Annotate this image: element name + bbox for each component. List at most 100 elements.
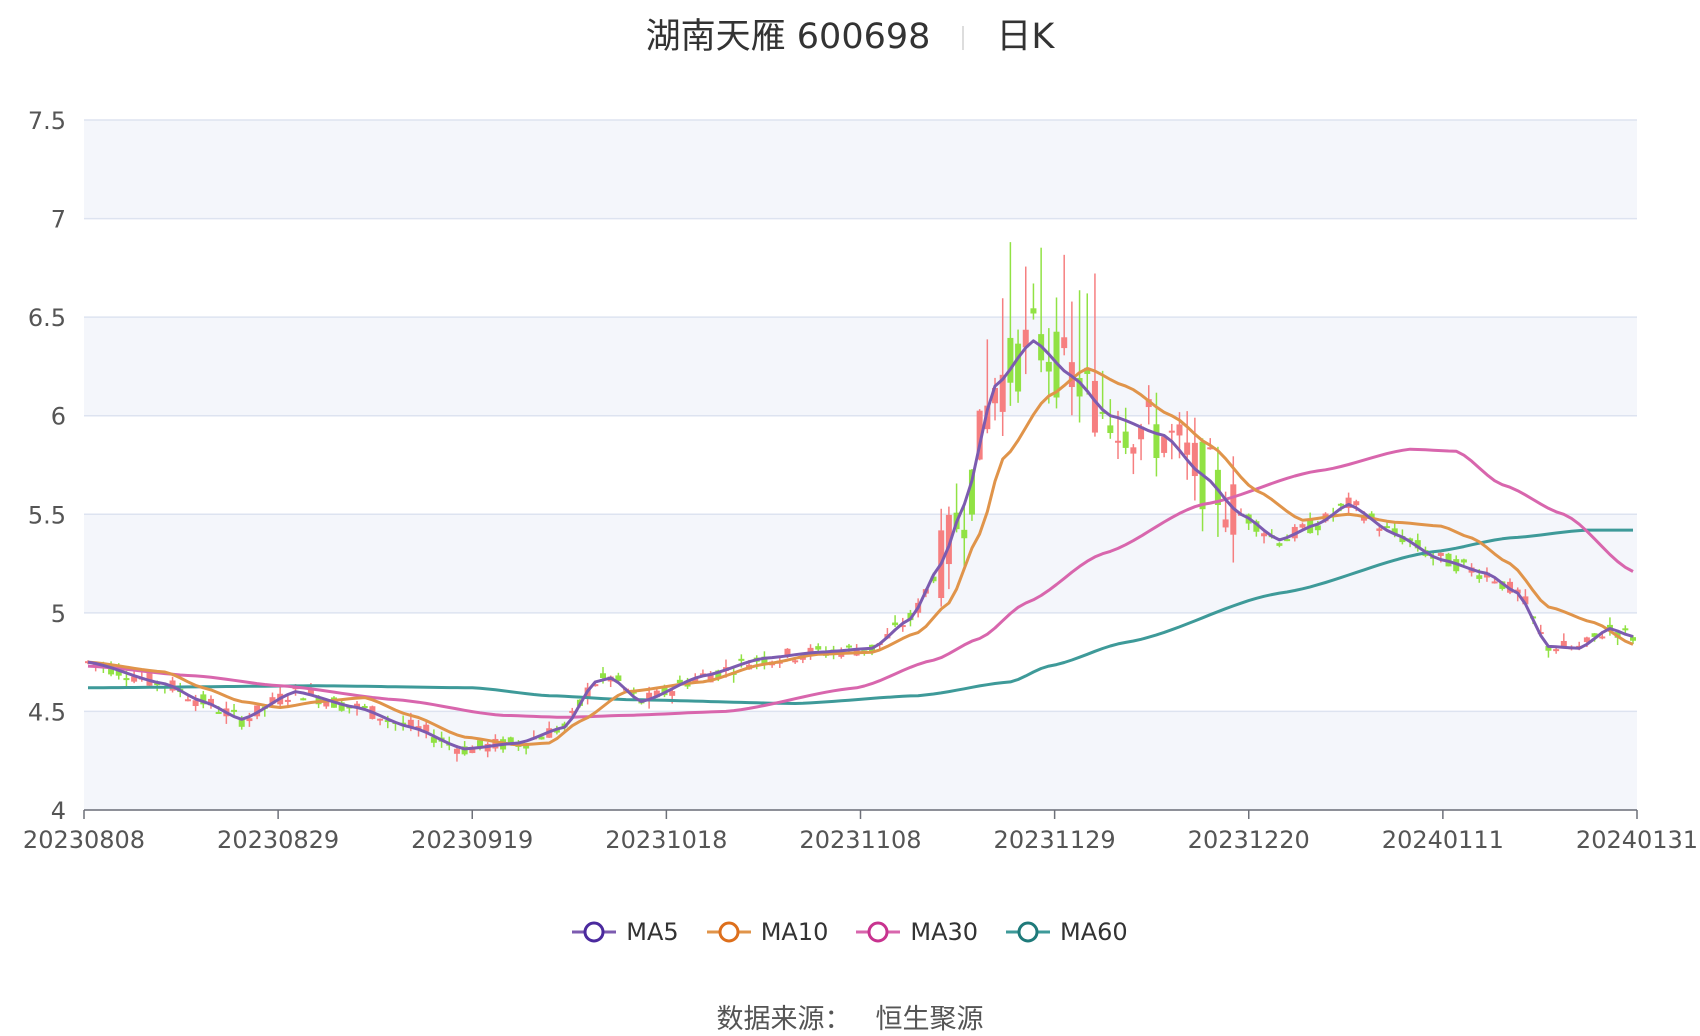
source-value: 恒生聚源 <box>875 1004 984 1035</box>
x-axis: 20230808 20230829 20230919 20231018 20231108… <box>23 809 1698 854</box>
candle-down <box>1007 337 1014 383</box>
candle-down <box>238 718 245 727</box>
candle-up <box>207 698 214 706</box>
candle-down <box>1107 425 1114 434</box>
x-tick-label: 20231129 <box>994 826 1116 854</box>
candle-down <box>477 740 484 748</box>
candle-down <box>1030 308 1037 314</box>
candle-down <box>815 646 822 650</box>
candle-down <box>930 576 937 582</box>
candle-up <box>1437 552 1444 556</box>
legend-label: MA60 <box>1060 918 1128 946</box>
candle-up <box>1091 380 1098 433</box>
candlestick-chart: 7.5 7 6.5 6 5.5 5 4.5 4 20230808 20230829 2023091… <box>23 107 1698 854</box>
candle-down <box>761 656 768 664</box>
legend-marker-icon <box>856 921 901 943</box>
candle-up <box>707 674 714 683</box>
candle-down <box>1545 646 1552 651</box>
candle-down <box>1407 538 1414 542</box>
candle-down <box>231 709 238 712</box>
x-tick-label: 20230829 <box>217 826 339 854</box>
candle-up <box>1376 528 1383 531</box>
candle-up <box>984 405 991 430</box>
chart-title-period: 日K <box>996 17 1055 57</box>
y-tick-label: 6 <box>51 403 66 431</box>
candle-up <box>1353 501 1360 506</box>
candle-down <box>1368 513 1375 519</box>
band-1 <box>84 317 1637 416</box>
candle-up <box>269 697 276 704</box>
legend-item-ma5[interactable]: MA5 <box>572 918 679 946</box>
x-tick-label: 20240131 <box>1576 826 1698 854</box>
candle-up <box>1299 524 1306 528</box>
legend-label: MA10 <box>760 918 829 946</box>
candle-up <box>1522 596 1529 605</box>
candle-up <box>469 747 476 754</box>
candle-down <box>1591 633 1598 637</box>
candle-up <box>192 700 199 707</box>
candle-down <box>200 694 207 705</box>
candle-down <box>215 711 222 714</box>
legend: MA5 MA10 MA30 MA60 <box>0 918 1700 950</box>
candle-down <box>1045 361 1052 372</box>
candle-up <box>653 690 660 698</box>
y-tick-label: 7 <box>51 206 66 234</box>
candle-up <box>945 514 952 565</box>
x-tick-label: 20231220 <box>1188 826 1310 854</box>
candle-up <box>1184 442 1191 455</box>
candle-down <box>845 645 852 648</box>
candle-up <box>1360 515 1367 521</box>
ma-lines <box>87 339 1634 751</box>
x-tick-label: 20231108 <box>799 826 921 854</box>
candle-up <box>492 738 499 749</box>
legend-item-ma10[interactable]: MA10 <box>706 918 829 946</box>
candle-up <box>999 374 1006 412</box>
background-bands <box>84 120 1637 810</box>
candle-down <box>1630 637 1636 641</box>
legend-label: MA30 <box>910 918 979 946</box>
candle-down <box>1606 624 1613 629</box>
candle-up <box>1138 426 1145 440</box>
candle-up <box>1583 637 1590 643</box>
candle-up <box>1483 572 1490 578</box>
candle-up <box>1491 581 1498 584</box>
candle-down <box>676 679 683 684</box>
candle-down <box>1414 540 1421 549</box>
candle-down <box>1122 431 1129 448</box>
candle-down <box>1099 411 1106 414</box>
candle-up <box>1061 337 1068 349</box>
ma5-line <box>87 339 1634 751</box>
candle-down <box>1153 424 1160 459</box>
candle-down <box>361 706 368 709</box>
candle-down <box>1276 543 1283 546</box>
source-label: 数据来源： <box>716 1004 852 1035</box>
band-2 <box>84 514 1637 613</box>
candle-down <box>1384 526 1391 529</box>
candle-down <box>430 737 437 743</box>
candle-down <box>1314 525 1321 531</box>
candle-down <box>1476 575 1483 579</box>
candle-down <box>300 698 307 701</box>
candle-down <box>1391 528 1398 534</box>
y-tick-label: 4.5 <box>28 698 66 726</box>
candle-down <box>738 658 745 661</box>
candle-down <box>892 622 899 626</box>
legend-item-ma60[interactable]: MA60 <box>1006 918 1128 946</box>
candle-down <box>1076 378 1083 397</box>
title-divider <box>962 26 965 50</box>
candle-up <box>1176 424 1183 436</box>
candle-down <box>384 720 391 723</box>
candle-down <box>968 469 975 515</box>
candle-down <box>338 702 345 711</box>
y-tick-label: 5.5 <box>28 501 66 529</box>
candle-up <box>792 660 799 663</box>
candle-down <box>1253 521 1260 532</box>
candle-down <box>661 686 668 696</box>
candle-down <box>600 673 606 679</box>
legend-item-ma30[interactable]: MA30 <box>856 918 978 946</box>
candle-up <box>976 410 983 460</box>
band-0 <box>84 120 1637 219</box>
candle-up <box>646 692 653 702</box>
x-tick-label: 20240111 <box>1382 826 1504 854</box>
candle-up <box>992 387 999 404</box>
